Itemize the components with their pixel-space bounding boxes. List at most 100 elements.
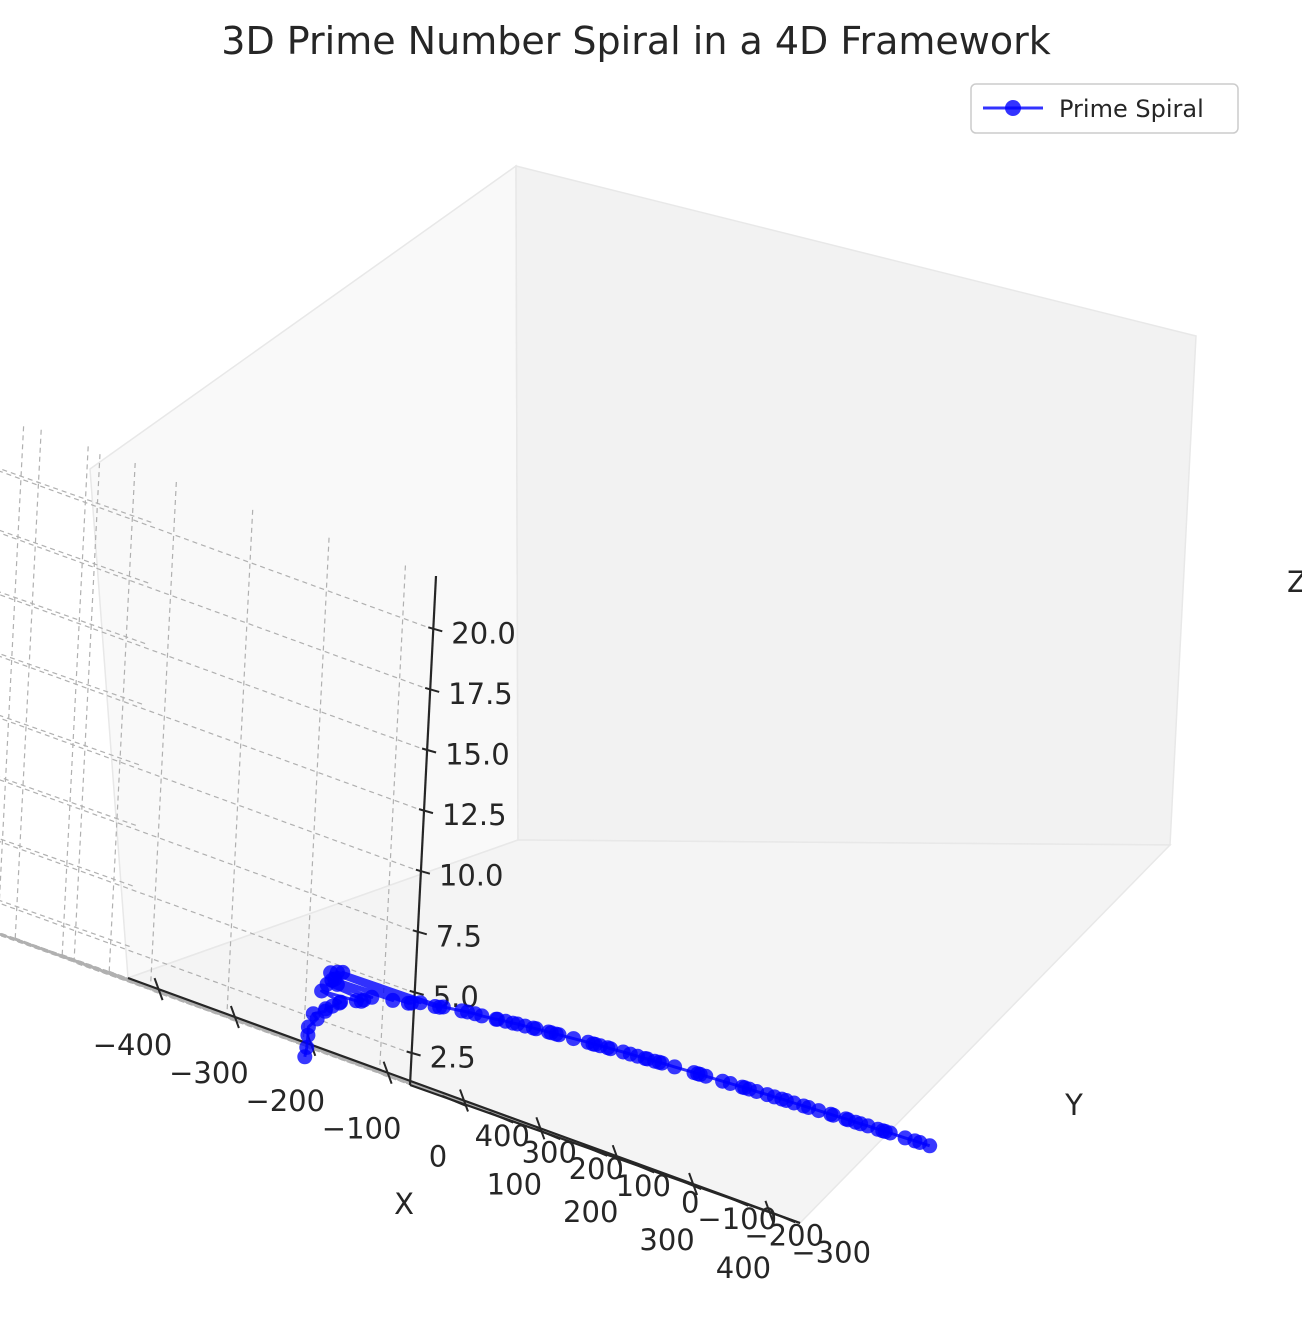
y-gridline-floor (0, 932, 594, 1151)
data-point (435, 999, 451, 1015)
x-tick-label: −300 (169, 1056, 249, 1090)
data-point (412, 995, 428, 1011)
x-tick-label: 100 (487, 1167, 542, 1201)
x-tick-mark (764, 1200, 775, 1224)
y-tick-label: 100 (616, 1169, 671, 1203)
chart-title: 3D Prime Number Spiral in a 4D Framework (221, 19, 1050, 63)
y-gridline-floor (0, 934, 453, 1101)
x-tick-label: 300 (639, 1223, 694, 1257)
data-point (528, 1021, 544, 1037)
z-tick-mark (421, 747, 437, 754)
left-pane (89, 164, 519, 980)
z-gridline-back (0, 902, 412, 1055)
z-tick-label: 15.0 (445, 738, 510, 772)
legend-frame (970, 83, 1239, 134)
y-tick-label: −100 (697, 1202, 777, 1236)
y-gridline-floor (0, 933, 547, 1134)
y-tick-label: 0 (681, 1185, 699, 1219)
x-tick-mark (229, 1005, 240, 1029)
x-gridline-back (302, 536, 330, 1047)
z-tick-mark (406, 1050, 421, 1057)
x-tick-mark (688, 1172, 699, 1196)
x-tick-label: 0 (429, 1140, 447, 1174)
y-tick-label: 400 (475, 1119, 530, 1153)
data-point (566, 1031, 581, 1047)
data-point (364, 989, 380, 1005)
data-point (667, 1059, 683, 1075)
x-tick-label: −400 (93, 1028, 173, 1062)
data-point (333, 994, 349, 1010)
x-tick-label: −100 (322, 1112, 402, 1146)
x-axis-label: X (394, 1187, 414, 1221)
x-tick-label: 200 (563, 1195, 618, 1229)
data-point (551, 1027, 567, 1043)
z-gridline-back (0, 841, 415, 994)
x-tick-mark (153, 977, 164, 1001)
z-gridline-back (0, 655, 425, 812)
z-tick-label: 10.0 (439, 859, 504, 893)
axis-panes (89, 164, 1197, 1224)
z-axis-label: Z (1287, 565, 1302, 599)
y-tick-mark (676, 1178, 702, 1191)
z-tick-label: 2.5 (430, 1040, 476, 1074)
x-gridline-back (73, 453, 101, 963)
z-gridline-back (0, 532, 431, 691)
z-tick-mark (412, 929, 428, 936)
x-tick-mark (459, 1089, 469, 1112)
z-tick-mark (418, 808, 434, 815)
data-point (698, 1068, 714, 1084)
data-point (335, 964, 351, 980)
z-tick-label: 20.0 (451, 616, 516, 650)
data-point (385, 992, 401, 1008)
y-tick-mark (441, 1095, 467, 1107)
z-tick-label: 7.5 (436, 919, 482, 953)
y-tick-mark (535, 1128, 561, 1141)
x-tick-label: −200 (245, 1084, 325, 1118)
z-gridline-back (0, 470, 434, 630)
y-gridline-left (108, 462, 136, 972)
data-point (882, 1125, 898, 1141)
y-tick-mark (582, 1144, 608, 1157)
z-tick-mark (424, 686, 440, 693)
z-gridline-back (0, 594, 428, 752)
legend-label: Prime Spiral (1059, 95, 1204, 123)
z-tick-mark (428, 626, 443, 633)
data-point (922, 1138, 938, 1154)
x-gridline-back (226, 509, 254, 1019)
data-point (474, 1008, 490, 1024)
data-point (811, 1103, 827, 1119)
y-tick-label: 200 (569, 1152, 624, 1186)
y-axis-label: Y (1064, 1088, 1083, 1122)
y-tick-mark (488, 1111, 514, 1124)
y-tick-mark (770, 1211, 796, 1224)
z-gridline-left (0, 899, 130, 948)
y-gridline-left (61, 445, 89, 955)
z-tick-label: 17.5 (448, 677, 513, 711)
data-point (603, 1041, 618, 1057)
legend-marker (1005, 100, 1021, 116)
data-point (722, 1076, 738, 1091)
x-tick-mark (382, 1061, 393, 1085)
y-tick-label: −200 (744, 1219, 824, 1253)
y-tick-label: −300 (791, 1235, 871, 1269)
y-gridline-floor (0, 932, 641, 1168)
x-tick-label: 400 (716, 1251, 771, 1285)
x-tick-mark (611, 1144, 622, 1168)
y-gridline-left (14, 429, 42, 939)
z-tick-mark (415, 868, 431, 875)
z-gridline-back (0, 779, 419, 933)
data-point (305, 1006, 321, 1022)
data-point (299, 1039, 315, 1055)
z-tick-label: 12.5 (442, 798, 507, 832)
z-gridline-back (0, 717, 422, 873)
y-tick-mark (723, 1194, 749, 1207)
data-point (825, 1107, 841, 1123)
y-gridline-floor (0, 933, 500, 1118)
x-tick-mark (535, 1116, 546, 1140)
x-gridline-back (149, 481, 177, 991)
legend: Prime Spiral (970, 83, 1239, 134)
series-layer (297, 964, 938, 1154)
x-gridline-back (0, 425, 25, 901)
